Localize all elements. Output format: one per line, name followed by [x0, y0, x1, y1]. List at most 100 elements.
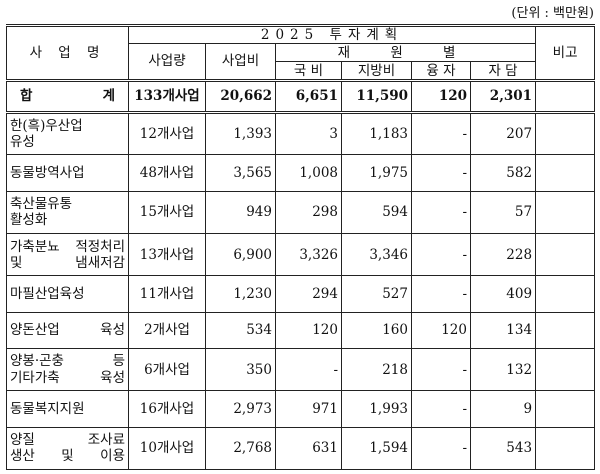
quantity-cell: 11개사업: [128, 275, 206, 313]
cost-cell: 6,900: [205, 233, 276, 277]
header-self: 자 담: [469, 61, 537, 81]
header-quantity: 사업량: [128, 43, 206, 81]
business-name-cell: 축산물유통 활성화: [6, 190, 129, 235]
business-name-line: 생산 및 이용: [10, 448, 125, 465]
remarks-cell: [535, 154, 596, 192]
table-row: 마필산업육성 11개사업 1,230 294 527-409: [6, 275, 596, 313]
local-cell: 1,594: [341, 426, 412, 471]
total-label-b: 계: [102, 88, 115, 105]
business-name-cell: 양질 조사료 생산 및 이용: [6, 426, 129, 471]
table-row: 양봉·곤충 등 기타가축 육성 6개사업 350-218-132: [6, 347, 596, 392]
business-name-cell: 마필산업육성: [6, 275, 129, 313]
business-name-line: 양질 조사료: [10, 432, 125, 449]
national-cell: 3,326: [275, 233, 342, 277]
business-name-cell: 동물복지지원: [6, 390, 129, 428]
loan-cell: -: [411, 426, 471, 471]
self-cell: 228: [469, 233, 537, 277]
unit-note: (단위 : 백만원): [511, 6, 594, 21]
total-national: 6,651: [275, 78, 342, 115]
local-cell: 1,183: [341, 112, 412, 156]
national-cell: 971: [275, 390, 342, 428]
table-row: 동물복지지원 16개사업 2,973 971 1,993-9: [6, 390, 596, 428]
remarks-cell: [535, 390, 596, 428]
remarks-cell: [535, 311, 596, 349]
cost-cell: 2,973: [205, 390, 276, 428]
business-name-line: 마필산업육성: [10, 285, 85, 302]
business-name-line: 동물복지지원: [10, 400, 85, 417]
self-cell: 57: [469, 190, 537, 235]
remarks-cell: [535, 426, 596, 471]
national-cell: -: [275, 347, 342, 392]
loan-cell: -: [411, 275, 471, 313]
remarks-cell: [535, 112, 596, 156]
total-remarks: [535, 78, 596, 115]
remarks-cell: [535, 275, 596, 313]
cost-cell: 534: [205, 311, 276, 349]
quantity-cell: 12개사업: [128, 112, 206, 156]
business-name-line: 동물방역사업: [10, 164, 85, 181]
national-cell: 294: [275, 275, 342, 313]
business-name-line: 양돈산업 육성: [10, 322, 125, 339]
business-name-cell: 한(흑)우산업 유성: [6, 112, 129, 156]
national-cell: 631: [275, 426, 342, 471]
self-cell: 9: [469, 390, 537, 428]
self-cell: 132: [469, 347, 537, 392]
total-quantity: 133개사업: [128, 78, 206, 115]
quantity-cell: 10개사업: [128, 426, 206, 471]
quantity-cell: 2개사업: [128, 311, 206, 349]
quantity-cell: 13개사업: [128, 233, 206, 277]
cost-cell: 1,230: [205, 275, 276, 313]
header-loan: 융 자: [411, 61, 471, 81]
business-name-line: 활성화: [10, 212, 48, 229]
self-cell: 582: [469, 154, 537, 192]
local-cell: 594: [341, 190, 412, 235]
quantity-cell: 16개사업: [128, 390, 206, 428]
table-row: 한(흑)우산업 유성 12개사업 1,393 3 1,183-207: [6, 112, 596, 156]
cost-cell: 1,393: [205, 112, 276, 156]
loan-cell: -: [411, 112, 471, 156]
business-name-line: 한(흑)우산업: [10, 118, 83, 135]
cost-cell: 350: [205, 347, 276, 392]
table-row: 동물방역사업 48개사업 3,565 1,008 1,975-582: [6, 154, 596, 192]
business-name-line: 및 냄새저감: [10, 254, 125, 271]
business-name-cell: 양돈산업 육성: [6, 311, 129, 349]
self-cell: 409: [469, 275, 537, 313]
self-cell: 207: [469, 112, 537, 156]
remarks-cell: [535, 190, 596, 235]
quantity-cell: 6개사업: [128, 347, 206, 392]
national-cell: 298: [275, 190, 342, 235]
self-cell: 543: [469, 426, 537, 471]
business-name-line: 가축분뇨 적정처리: [10, 238, 125, 255]
table-row: 가축분뇨 적정처리 및 냄새저감 13개사업 6,900 3,326 3,346-228: [6, 233, 596, 277]
cost-cell: 3,565: [205, 154, 276, 192]
remarks-cell: [535, 347, 596, 392]
header-cost: 사업비: [205, 43, 276, 81]
business-name-line: 기타가축 육성: [10, 369, 125, 386]
local-cell: 1,975: [341, 154, 412, 192]
quantity-cell: 48개사업: [128, 154, 206, 192]
loan-cell: -: [411, 347, 471, 392]
local-cell: 527: [341, 275, 412, 313]
total-row: 합 계 133개사업 20,662 6,651 11,590 120 2,301: [6, 78, 596, 115]
loan-cell: -: [411, 233, 471, 277]
local-cell: 1,993: [341, 390, 412, 428]
header-national: 국 비: [275, 61, 342, 81]
business-name-cell: 양봉·곤충 등 기타가축 육성: [6, 347, 129, 392]
total-label: 합 계: [6, 78, 129, 115]
total-loan: 120: [411, 78, 471, 115]
self-cell: 134: [469, 311, 537, 349]
header-row-1: 사 업 명 2025 투자계획 비고: [6, 23, 596, 81]
loan-cell: 120: [411, 311, 471, 349]
business-name-line: 축산물유통: [10, 196, 73, 213]
national-cell: 1,008: [275, 154, 342, 192]
table-row: 양질 조사료 생산 및 이용 10개사업 2,768 631 1,594-543: [6, 426, 596, 471]
loan-cell: -: [411, 154, 471, 192]
header-plan-title: 2025 투자계획: [127, 23, 537, 45]
table-row: 양돈산업 육성 2개사업 534 120 160 120 134: [6, 311, 596, 349]
business-name-line: 유성: [10, 134, 35, 151]
business-name-line: 양봉·곤충 등: [10, 353, 125, 370]
cost-cell: 2,768: [205, 426, 276, 471]
total-label-a: 합: [20, 88, 33, 105]
local-cell: 3,346: [341, 233, 412, 277]
loan-cell: -: [411, 390, 471, 428]
